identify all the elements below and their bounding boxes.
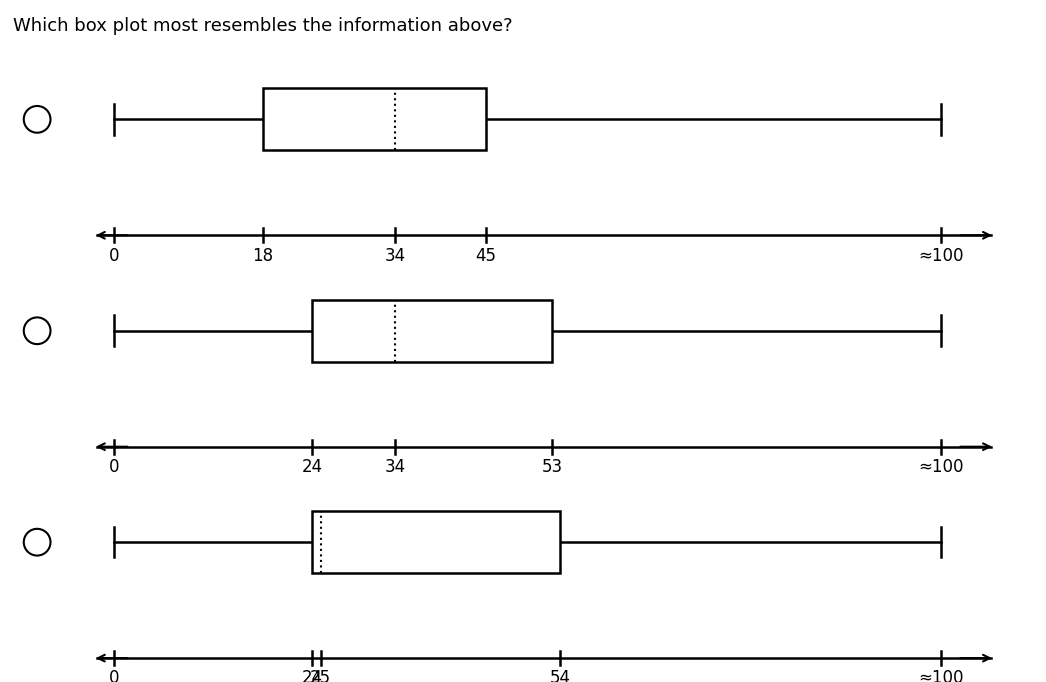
Text: 54: 54 bbox=[550, 670, 571, 682]
Text: 0: 0 bbox=[109, 458, 119, 476]
Text: 18: 18 bbox=[252, 247, 273, 265]
Bar bbox=[313, 512, 561, 573]
Bar bbox=[263, 89, 486, 151]
Text: ≈100: ≈100 bbox=[918, 670, 963, 682]
Text: 24: 24 bbox=[301, 458, 323, 476]
Text: 45: 45 bbox=[476, 247, 497, 265]
Text: 24: 24 bbox=[301, 670, 323, 682]
Text: 25: 25 bbox=[310, 670, 332, 682]
Text: 34: 34 bbox=[385, 247, 406, 265]
Text: ≈100: ≈100 bbox=[918, 458, 963, 476]
Text: ≈100: ≈100 bbox=[918, 247, 963, 265]
Bar bbox=[313, 300, 552, 361]
Text: 0: 0 bbox=[109, 247, 119, 265]
Text: Which box plot most resembles the information above?: Which box plot most resembles the inform… bbox=[13, 17, 513, 35]
Text: 53: 53 bbox=[542, 458, 563, 476]
Text: 34: 34 bbox=[385, 458, 406, 476]
Text: 0: 0 bbox=[109, 670, 119, 682]
